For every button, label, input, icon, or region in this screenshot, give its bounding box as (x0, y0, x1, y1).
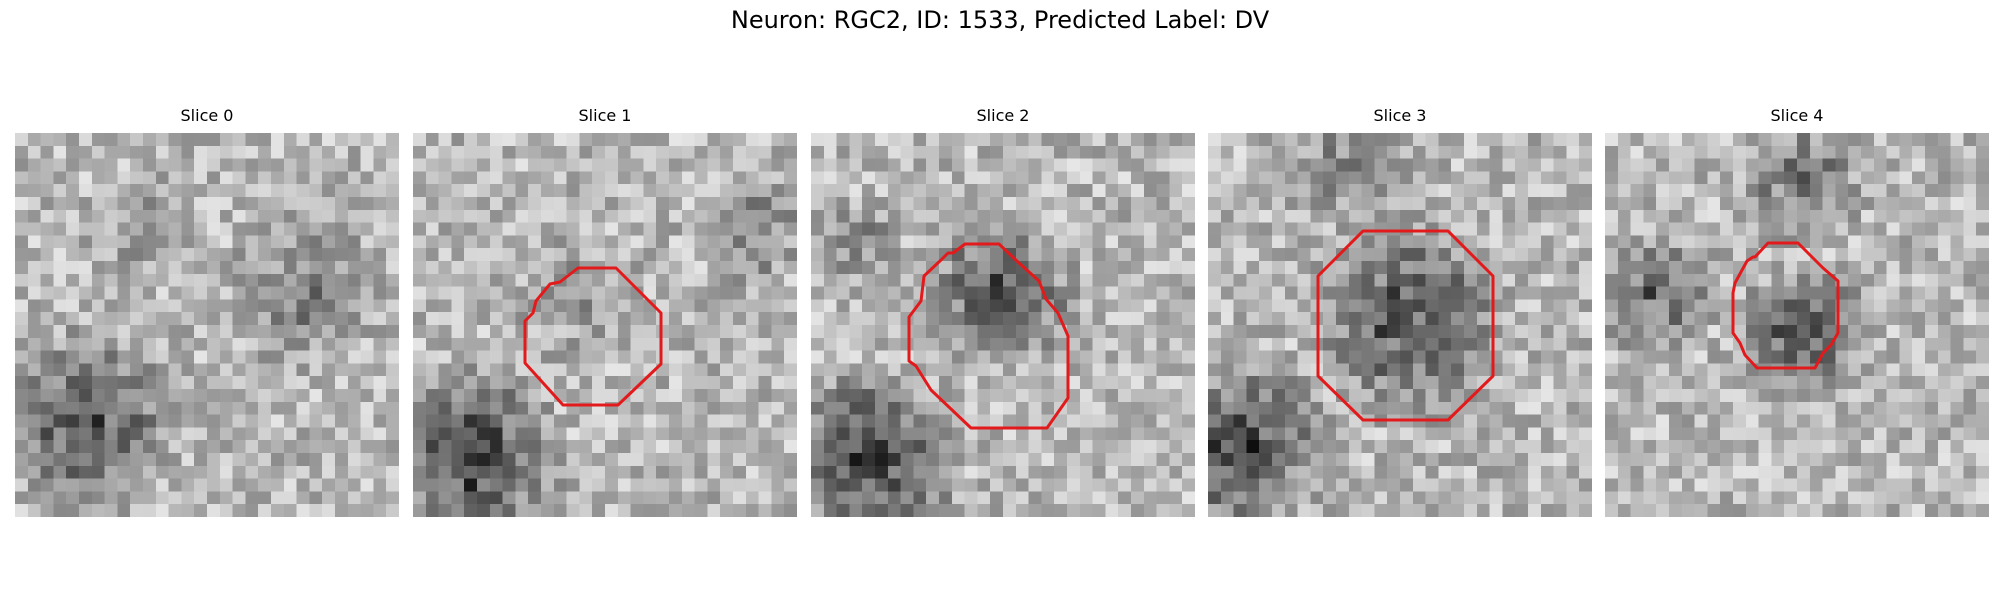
slice-title: Slice 0 (180, 106, 234, 125)
slice-title: Slice 3 (1373, 106, 1427, 125)
slice-panel-3: Slice 3 (1208, 106, 1592, 517)
neuron-contour (523, 266, 663, 407)
neuron-contour (1316, 229, 1495, 422)
slice-title: Slice 4 (1770, 106, 1824, 125)
slice-panel-0: Slice 0 (15, 106, 399, 517)
slice-panel-1: Slice 1 (413, 106, 797, 517)
neuron-contour-overlay (1316, 229, 1495, 422)
neuron-contour-overlay (1731, 241, 1840, 370)
slice-title: Slice 2 (976, 106, 1030, 125)
neuron-contour-overlay (907, 242, 1070, 430)
neuron-contour (1731, 241, 1840, 370)
neuron-contour (907, 242, 1070, 430)
slice-panel-2: Slice 2 (811, 106, 1195, 517)
figure-title: Neuron: RGC2, ID: 1533, Predicted Label:… (730, 6, 1270, 34)
microscopy-image (811, 133, 1195, 517)
slice-panel-4: Slice 4 (1605, 106, 1989, 517)
microscopy-image (413, 133, 797, 517)
microscopy-image (1208, 133, 1592, 517)
microscopy-image (15, 133, 399, 517)
neuron-contour-overlay (523, 266, 663, 407)
slice-title: Slice 1 (578, 106, 632, 125)
microscopy-image (1605, 133, 1989, 517)
